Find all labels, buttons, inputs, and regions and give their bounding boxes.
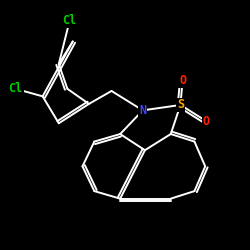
Text: O: O: [179, 74, 186, 87]
Text: N: N: [139, 104, 146, 117]
Text: O: O: [203, 114, 210, 128]
Text: Cl: Cl: [62, 14, 77, 28]
Text: S: S: [177, 98, 184, 112]
Text: Cl: Cl: [8, 82, 23, 95]
